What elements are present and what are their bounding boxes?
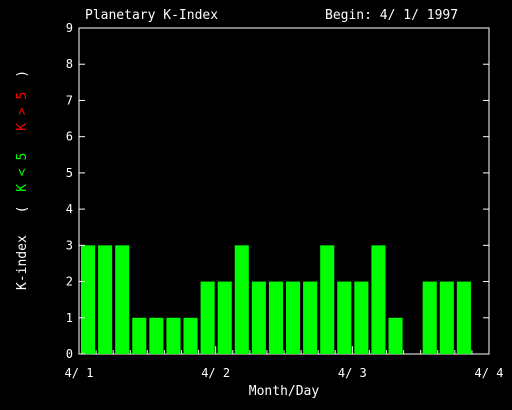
y-tick-label: 1 bbox=[66, 311, 73, 325]
y-tick-label: 0 bbox=[66, 347, 73, 361]
y-axis-ticks: 0 1 2 3 4 5 6 7 8 9 bbox=[66, 21, 489, 361]
k-index-bar bbox=[81, 245, 96, 354]
x-axis-label: Month/Day bbox=[249, 384, 320, 399]
k-index-bar bbox=[132, 317, 147, 354]
y-tick-label: 4 bbox=[66, 202, 73, 216]
begin-date-label: Begin: 4/ 1/ 1997 bbox=[325, 8, 458, 23]
k-index-bar bbox=[303, 281, 318, 354]
k-index-bar bbox=[217, 281, 232, 354]
k-index-bar bbox=[337, 281, 352, 354]
x-tick-label: 4/ 4 bbox=[475, 366, 504, 380]
k-index-bar bbox=[251, 281, 266, 354]
y-tick-label: 9 bbox=[66, 21, 73, 35]
k-index-bar bbox=[200, 281, 215, 354]
k-index-bar bbox=[115, 245, 130, 354]
x-tick-label: 4/ 2 bbox=[201, 366, 230, 380]
k-index-bar bbox=[286, 281, 301, 354]
k-index-bar bbox=[183, 317, 198, 354]
k-index-bar bbox=[388, 317, 403, 354]
y-axis-label-close-paren: ) bbox=[15, 70, 30, 78]
y-tick-label: 2 bbox=[66, 275, 73, 289]
y-tick-label: 6 bbox=[66, 130, 73, 144]
k-index-bar bbox=[268, 281, 283, 354]
bars-group bbox=[81, 245, 471, 354]
y-tick-label: 5 bbox=[66, 166, 73, 180]
y-axis-label-high: K > 5 bbox=[15, 92, 30, 131]
k-index-bar bbox=[422, 281, 437, 354]
svg-text:K-index ( K < 5: K-index ( K < 5 K > 5 ) bbox=[15, 70, 30, 290]
y-axis-label: K-index ( K < 5 K > 5 ) bbox=[15, 70, 30, 290]
k-index-bar bbox=[439, 281, 454, 354]
y-axis-label-open-paren: ( bbox=[15, 206, 30, 214]
k-index-bar bbox=[149, 317, 164, 354]
k-index-bar bbox=[354, 281, 369, 354]
x-tick-label: 4/ 1 bbox=[65, 366, 94, 380]
x-axis-ticks: 4/ 1 4/ 2 4/ 3 4/ 4 bbox=[65, 346, 504, 380]
chart-title: Planetary K-Index bbox=[85, 8, 218, 23]
k-index-bar bbox=[371, 245, 386, 354]
k-index-bar bbox=[320, 245, 335, 354]
y-tick-label: 3 bbox=[66, 238, 73, 252]
y-axis-label-low: K < 5 bbox=[15, 153, 30, 192]
k-index-bar bbox=[98, 245, 113, 354]
y-tick-label: 8 bbox=[66, 57, 73, 71]
x-tick-label: 4/ 3 bbox=[338, 366, 367, 380]
y-axis-label-main: K-index bbox=[15, 235, 30, 290]
k-index-bar bbox=[234, 245, 249, 354]
k-index-bar bbox=[456, 281, 471, 354]
y-tick-label: 7 bbox=[66, 93, 73, 107]
k-index-bar bbox=[166, 317, 181, 354]
